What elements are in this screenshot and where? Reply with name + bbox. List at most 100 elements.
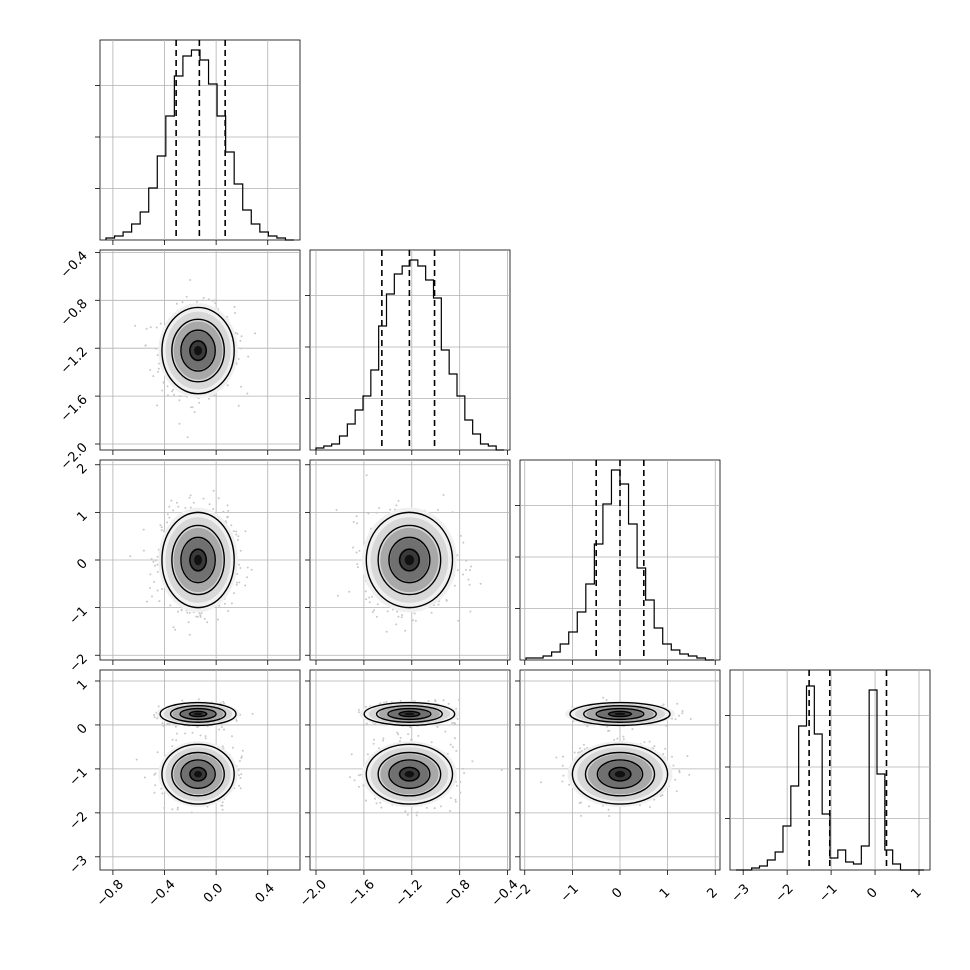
sample-point bbox=[162, 725, 165, 727]
y-tick-label: −1 bbox=[67, 765, 91, 789]
sample-point bbox=[561, 780, 564, 783]
sample-point bbox=[417, 734, 420, 737]
sample-point bbox=[568, 783, 571, 786]
sample-point bbox=[154, 559, 157, 562]
histogram-panel-2 bbox=[515, 459, 721, 665]
sample-point bbox=[227, 610, 230, 612]
sample-point bbox=[678, 771, 681, 774]
sample-point bbox=[236, 538, 239, 541]
sample-point bbox=[246, 576, 249, 579]
sample-point bbox=[171, 738, 174, 741]
sample-point bbox=[459, 780, 462, 783]
sample-point bbox=[158, 600, 161, 603]
sample-point bbox=[375, 802, 378, 805]
density-level bbox=[193, 712, 203, 716]
sample-point bbox=[236, 573, 239, 575]
sample-point bbox=[449, 743, 452, 746]
sample-point bbox=[156, 751, 159, 754]
sample-point bbox=[189, 494, 192, 497]
sample-point bbox=[355, 551, 358, 554]
sample-point bbox=[135, 758, 138, 761]
sample-point bbox=[365, 799, 367, 802]
sample-point bbox=[171, 390, 173, 393]
sample-point bbox=[156, 717, 159, 720]
sample-point bbox=[407, 733, 410, 736]
sample-point bbox=[631, 728, 634, 731]
y-tick-label: 0 bbox=[74, 721, 90, 737]
density-level bbox=[194, 554, 203, 566]
y-tick-label: −3 bbox=[67, 853, 91, 877]
sample-point bbox=[187, 621, 190, 624]
sample-point bbox=[218, 604, 221, 607]
sample-point bbox=[180, 608, 183, 611]
sample-point bbox=[469, 610, 472, 613]
sample-point bbox=[202, 299, 204, 302]
sample-point bbox=[453, 737, 456, 740]
sample-point bbox=[235, 719, 238, 722]
sample-point bbox=[353, 779, 356, 782]
sample-point bbox=[352, 521, 355, 523]
x-tick-label: 0 bbox=[864, 885, 880, 901]
sample-point bbox=[170, 499, 173, 502]
sample-point bbox=[399, 740, 401, 743]
sample-point bbox=[661, 794, 664, 796]
sample-point bbox=[372, 742, 375, 745]
sample-point bbox=[368, 601, 371, 604]
sample-point bbox=[217, 497, 220, 500]
sample-point bbox=[156, 589, 159, 592]
sample-point bbox=[150, 558, 153, 560]
sample-point bbox=[151, 595, 153, 598]
sample-point bbox=[193, 411, 196, 414]
sample-point bbox=[144, 344, 147, 347]
sample-point bbox=[674, 718, 677, 721]
sample-point bbox=[459, 791, 462, 794]
sample-point bbox=[218, 728, 221, 731]
sample-point bbox=[162, 530, 165, 533]
sample-point bbox=[239, 567, 242, 569]
sample-point bbox=[143, 776, 146, 779]
sample-point bbox=[371, 611, 374, 613]
sample-point bbox=[356, 522, 359, 525]
sample-point bbox=[145, 327, 148, 330]
sample-point bbox=[373, 609, 376, 612]
sample-point bbox=[374, 797, 376, 800]
sample-point bbox=[397, 733, 400, 736]
sample-point bbox=[356, 563, 359, 566]
sample-point bbox=[204, 735, 207, 738]
sample-point bbox=[163, 806, 166, 809]
sample-point bbox=[239, 777, 242, 779]
sample-point bbox=[161, 792, 164, 795]
sample-point bbox=[437, 508, 439, 511]
sample-point bbox=[155, 347, 158, 350]
sample-point bbox=[399, 736, 402, 739]
sample-point bbox=[227, 515, 229, 518]
sample-point bbox=[464, 568, 467, 571]
sample-point bbox=[235, 581, 238, 584]
sample-point bbox=[406, 813, 409, 816]
sample-point bbox=[129, 555, 132, 558]
sample-point bbox=[231, 746, 234, 749]
sample-point bbox=[442, 494, 445, 496]
sample-point bbox=[153, 716, 156, 719]
sample-point bbox=[416, 811, 419, 814]
density-level bbox=[614, 712, 626, 716]
sample-point bbox=[686, 755, 689, 758]
sample-point bbox=[434, 699, 437, 702]
sample-point bbox=[200, 612, 203, 615]
x-tick-label: 1 bbox=[908, 885, 924, 901]
sample-point bbox=[234, 312, 236, 314]
sample-point bbox=[427, 700, 430, 703]
x-tick-label: 0.4 bbox=[253, 881, 278, 906]
sample-point bbox=[220, 726, 223, 728]
sample-point bbox=[153, 580, 156, 583]
sample-point bbox=[186, 611, 189, 614]
sample-point bbox=[178, 422, 181, 425]
x-tick-label: −0.8 bbox=[441, 877, 474, 910]
contour-line bbox=[365, 511, 454, 609]
density-level bbox=[404, 554, 415, 566]
sample-point bbox=[157, 370, 159, 373]
sample-point bbox=[562, 755, 565, 758]
sample-point bbox=[188, 612, 191, 614]
sample-point bbox=[662, 753, 665, 756]
